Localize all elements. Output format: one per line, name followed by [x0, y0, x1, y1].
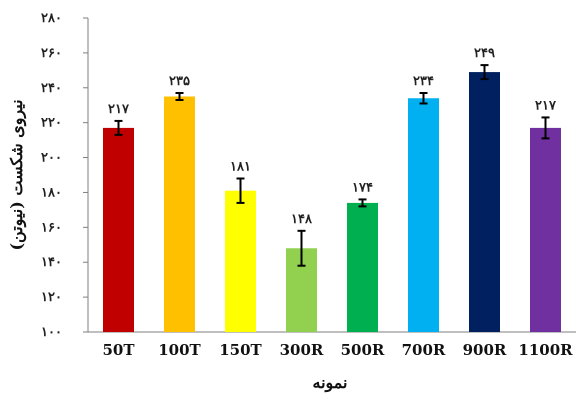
y-tick-label: ۱۸۰ — [41, 185, 62, 200]
data-label: ۱۸۱ — [230, 159, 251, 174]
data-label: ۱۷۴ — [352, 180, 373, 195]
y-tick-label: ۲۰۰ — [41, 151, 62, 166]
bar — [347, 202, 378, 332]
x-tick-label: 1100R — [518, 341, 573, 359]
labels-group: ۲۱۷ 50T ۲۳۵ 100T ۱۸۱ 150T ۱۴۸ 300R ۱۷۴ 500R ۲۳۴ 700… — [102, 46, 573, 359]
y-tick-label: ۱۰۰ — [41, 325, 62, 340]
y-tick-label: ۲۸۰ — [41, 11, 62, 26]
bar — [530, 127, 561, 333]
bar — [103, 127, 134, 333]
y-tick-label: ۲۴۰ — [41, 81, 62, 96]
x-tick-label: 50T — [102, 341, 135, 359]
x-tick-label: 700R — [402, 341, 446, 359]
data-label: ۲۳۵ — [169, 74, 190, 89]
bar — [225, 190, 256, 332]
bar — [408, 98, 439, 332]
x-tick-label: 900R — [463, 341, 507, 359]
data-label: ۱۴۸ — [291, 212, 313, 227]
data-label: ۲۱۷ — [535, 98, 557, 113]
data-label: ۲۴۹ — [474, 46, 495, 61]
x-axis-title: نمونه — [313, 373, 348, 393]
x-tick-label: 150T — [219, 341, 262, 359]
x-tick-label: 300R — [280, 341, 324, 359]
bar — [469, 72, 500, 333]
y-tick-label: ۱۴۰ — [41, 255, 62, 270]
data-label: ۲۳۴ — [413, 74, 434, 89]
y-axis-title: نیروی شکست (نیوتن) — [7, 99, 27, 250]
y-tick-label: ۱۲۰ — [41, 290, 62, 305]
bars-group — [103, 64, 561, 333]
y-tick-label: ۱۶۰ — [41, 220, 62, 235]
y-tick-label: ۲۶۰ — [41, 46, 62, 61]
x-tick-label: 500R — [341, 341, 385, 359]
bar — [164, 96, 195, 332]
y-tick-label: ۲۲۰ — [41, 116, 62, 131]
data-label: ۲۱۷ — [108, 102, 130, 117]
x-tick-label: 100T — [158, 341, 201, 359]
